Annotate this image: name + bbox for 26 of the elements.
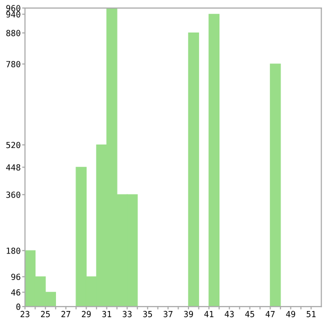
x-tick-label: 47 [266, 311, 275, 318]
y-tick-label: 940 [6, 11, 20, 18]
y-tick-label: 960 [6, 5, 20, 12]
x-tick-label: 45 [245, 311, 254, 318]
x-tick-label: 51 [306, 311, 316, 318]
y-tick-label: 0 [16, 304, 20, 310]
x-tick-label: 35 [143, 310, 152, 318]
x-tick-label: 23 [20, 310, 30, 318]
x-tick-label: 31 [102, 310, 112, 318]
x-tick-label: 27 [61, 310, 70, 318]
x-tick-label: 37 [164, 310, 172, 318]
x-tick-label: 29 [82, 310, 91, 318]
x-tick-label: 39 [184, 310, 193, 318]
x-tick-label: 33 [122, 310, 132, 318]
y-tick-label: 360 [6, 192, 20, 198]
y-tick-label: 46 [11, 289, 20, 296]
y-tick-label: 448 [6, 164, 20, 171]
x-tick-label: 25 [41, 310, 50, 318]
y-tick-label: 880 [6, 30, 20, 36]
x-tick-label: 49 [286, 310, 296, 318]
x-tick-label: 43 [224, 310, 234, 318]
y-tick-label: 96 [11, 274, 20, 280]
y-tick-label: 180 [6, 248, 20, 254]
x-tick-label: 41 [204, 311, 214, 318]
y-tick-label: 520 [6, 142, 20, 148]
y-tick-label: 780 [6, 61, 20, 68]
